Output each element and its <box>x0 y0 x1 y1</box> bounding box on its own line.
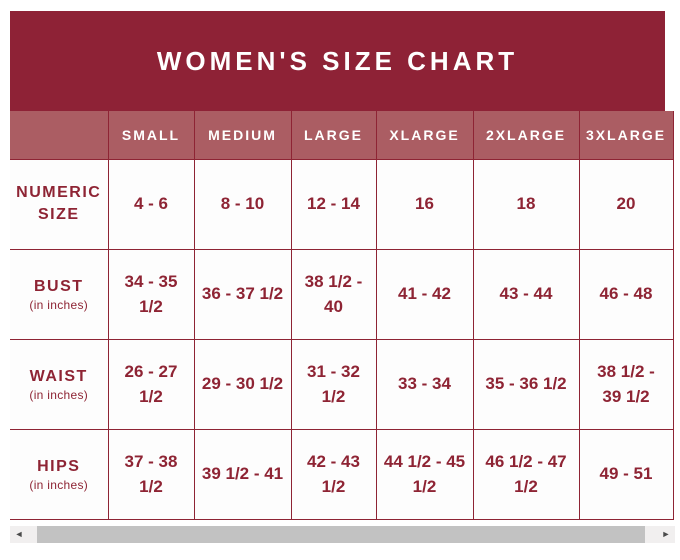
value-cell: 18 <box>472 158 580 250</box>
scroll-left-icon: ◄ <box>14 528 24 539</box>
value-cell: 26 - 27 1/2 <box>107 338 195 430</box>
value-cell: 33 - 34 <box>375 338 474 430</box>
table-row-hips: HIPS (in inches) 37 - 38 1/2 39 1/2 - 41… <box>10 428 674 520</box>
value-cell: 46 1/2 - 47 1/2 <box>472 428 580 520</box>
header-row: SMALL MEDIUM LARGE XLARGE 2XLARGE 3XLARG… <box>10 111 674 160</box>
scrollbar-thumb[interactable] <box>37 525 645 543</box>
value-cell: 12 - 14 <box>290 158 377 250</box>
value-cell: 42 - 43 1/2 <box>290 428 377 520</box>
row-label-cell: WAIST (in inches) <box>10 338 109 430</box>
row-label: NUMERIC SIZE <box>16 183 102 223</box>
value-cell: 46 - 48 <box>578 248 674 340</box>
value-cell: 8 - 10 <box>193 158 292 250</box>
row-label: WAIST <box>29 367 88 385</box>
row-label-cell: BUST (in inches) <box>10 248 109 340</box>
header-cell-empty <box>10 111 109 160</box>
value-cell: 4 - 6 <box>107 158 195 250</box>
scroll-left-button[interactable]: ◄ <box>10 525 28 543</box>
column-header-xlarge: XLARGE <box>375 111 474 160</box>
size-chart-page: WOMEN'S SIZE CHART SMALL MEDIUM LARGE XL… <box>10 11 675 543</box>
scroll-right-button[interactable]: ► <box>657 525 675 543</box>
row-label: HIPS <box>37 457 81 475</box>
value-cell: 29 - 30 1/2 <box>193 338 292 430</box>
column-header-2xlarge: 2XLARGE <box>472 111 580 160</box>
table-row-waist: WAIST (in inches) 26 - 27 1/2 29 - 30 1/… <box>10 338 674 430</box>
table-row-numeric-size: NUMERIC SIZE 4 - 6 8 - 10 12 - 14 16 18 … <box>10 158 674 250</box>
value-cell: 36 - 37 1/2 <box>193 248 292 340</box>
table-row-bust: BUST (in inches) 34 - 35 1/2 36 - 37 1/2… <box>10 248 674 340</box>
column-header-small: SMALL <box>107 111 195 160</box>
value-cell: 43 - 44 <box>472 248 580 340</box>
value-cell: 39 1/2 - 41 <box>193 428 292 520</box>
value-cell: 38 1/2 - 40 <box>290 248 377 340</box>
size-chart-table: SMALL MEDIUM LARGE XLARGE 2XLARGE 3XLARG… <box>10 111 674 520</box>
row-label-cell: HIPS (in inches) <box>10 428 109 520</box>
horizontal-scrollbar[interactable]: ◄ ► <box>10 525 675 543</box>
scrollbar-track[interactable] <box>28 525 657 543</box>
value-cell: 20 <box>578 158 674 250</box>
column-header-large: LARGE <box>290 111 377 160</box>
page-title: WOMEN'S SIZE CHART <box>156 45 519 76</box>
row-label: BUST <box>33 277 84 295</box>
row-sublabel: (in inches) <box>29 298 89 313</box>
value-cell: 44 1/2 - 45 1/2 <box>375 428 474 520</box>
column-header-medium: MEDIUM <box>193 111 292 160</box>
scroll-right-icon: ► <box>661 528 671 539</box>
value-cell: 16 <box>375 158 474 250</box>
title-banner: WOMEN'S SIZE CHART <box>10 11 665 111</box>
row-sublabel: (in inches) <box>29 478 89 493</box>
value-cell: 49 - 51 <box>578 428 674 520</box>
value-cell: 37 - 38 1/2 <box>107 428 195 520</box>
value-cell: 38 1/2 - 39 1/2 <box>578 338 674 430</box>
value-cell: 35 - 36 1/2 <box>472 338 580 430</box>
column-header-3xlarge: 3XLARGE <box>578 111 674 160</box>
row-sublabel: (in inches) <box>29 388 89 403</box>
value-cell: 34 - 35 1/2 <box>107 248 195 340</box>
value-cell: 41 - 42 <box>375 248 474 340</box>
value-cell: 31 - 32 1/2 <box>290 338 377 430</box>
row-label-cell: NUMERIC SIZE <box>10 158 109 250</box>
